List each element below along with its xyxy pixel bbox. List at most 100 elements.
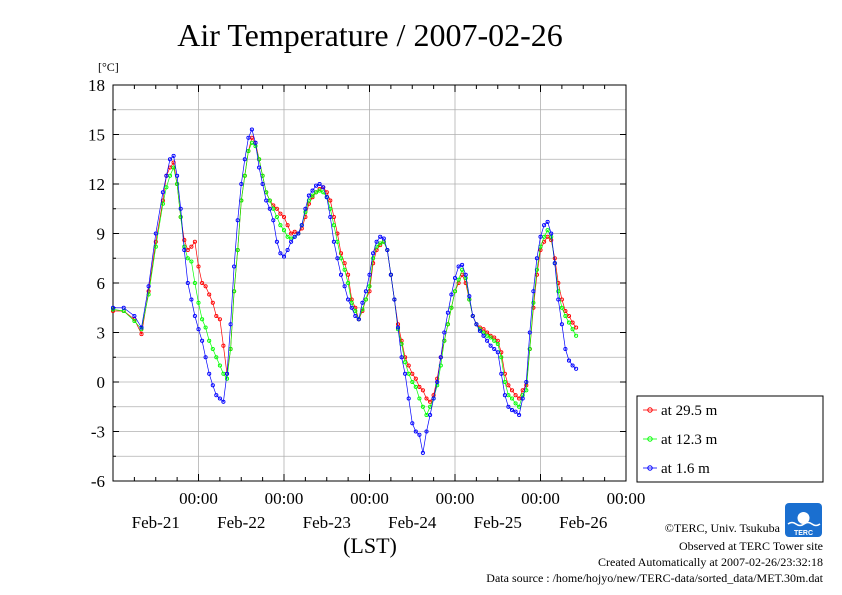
data-point [214, 313, 219, 319]
data-point [509, 408, 515, 413]
legend-swatch-marker [647, 436, 653, 442]
data-point [285, 223, 290, 228]
data-point [246, 135, 251, 140]
data-point [267, 206, 272, 211]
data-point [139, 325, 144, 330]
data-point [513, 393, 518, 398]
data-point [410, 379, 415, 385]
data-point [388, 272, 393, 277]
data-point [353, 313, 358, 319]
data-point [292, 229, 297, 234]
data-point [420, 388, 425, 393]
data-point [175, 181, 180, 187]
created-text: Created Automatically at 2007-02-26/23:3… [598, 555, 823, 569]
data-point [563, 313, 568, 319]
data-point [413, 376, 418, 381]
data-point [545, 219, 550, 224]
data-point [235, 247, 240, 253]
data-point [303, 206, 308, 211]
data-point [449, 292, 454, 297]
data-point [182, 247, 187, 253]
data-point [509, 396, 515, 401]
x-tick-time-label: 00:00 [436, 489, 475, 508]
y-axis-ticks: 18 15 12 9 6 3 0 -3 -6 [88, 76, 626, 491]
data-point [488, 335, 493, 340]
data-point [196, 264, 201, 269]
data-point [281, 228, 287, 233]
data-point [349, 305, 354, 310]
data-point [524, 379, 529, 385]
data-point [306, 193, 311, 198]
data-point [192, 280, 197, 286]
legend-swatch-marker [647, 407, 653, 413]
data-point [160, 190, 165, 195]
data-point [356, 317, 361, 322]
data-point [253, 140, 258, 145]
data-point [395, 325, 401, 330]
data-point [314, 183, 319, 188]
data-point [203, 325, 208, 330]
data-point [492, 338, 497, 343]
data-point [182, 238, 187, 243]
y-tick-label: 3 [97, 324, 106, 343]
legend-label: at 1.6 m [661, 461, 710, 477]
data-point [410, 421, 415, 426]
legend-swatch-marker [647, 465, 653, 471]
observed-text: Observed at TERC Tower site [679, 539, 823, 553]
data-point [281, 214, 287, 220]
credits: ©TERC, Univ. Tsukuba Observed at TERC To… [486, 521, 823, 585]
data-point [221, 399, 226, 404]
data-point [534, 267, 539, 272]
data-point [470, 313, 475, 319]
x-tick-date-label: Feb-24 [388, 513, 437, 532]
data-point [242, 173, 247, 178]
data-point [257, 157, 262, 162]
data-point [153, 239, 158, 244]
data-point [513, 409, 518, 414]
y-axis-unit-label: [°C] [98, 60, 119, 74]
data-point [456, 264, 461, 269]
x-tick-date-label: Feb-22 [217, 513, 265, 532]
data-point [235, 218, 240, 223]
data-point [363, 289, 368, 294]
data-point [278, 223, 283, 228]
data-point [189, 297, 194, 302]
data-point [495, 341, 500, 347]
y-tick-label: 12 [88, 175, 105, 194]
data-point [299, 223, 304, 228]
data-point [552, 256, 557, 261]
data-point [207, 292, 212, 297]
chart-title: Air Temperature / 2007-02-26 [177, 17, 563, 53]
data-point [481, 333, 486, 338]
data-point [574, 366, 579, 371]
data-point [167, 157, 173, 162]
data-point [428, 399, 433, 404]
data-point [417, 396, 422, 401]
data-point [178, 206, 183, 211]
data-point [556, 297, 561, 302]
data-point [570, 363, 575, 368]
data-point [371, 251, 376, 256]
data-point [438, 363, 443, 368]
data-point [153, 231, 158, 236]
y-tick-label: 6 [97, 274, 106, 293]
y-tick-label: 18 [88, 76, 105, 95]
data-point [556, 289, 561, 294]
x-tick-date-label: Feb-25 [474, 513, 522, 532]
data-point [224, 371, 230, 376]
data-point [406, 363, 411, 368]
data-point [353, 308, 358, 314]
data-point [474, 322, 479, 327]
y-tick-label: -6 [91, 472, 105, 491]
data-point [431, 396, 436, 401]
legend-label: at 12.3 m [661, 432, 718, 448]
data-point [217, 396, 222, 401]
data-point [574, 333, 579, 338]
data-point [132, 313, 137, 319]
data-point [538, 234, 543, 239]
data-point [435, 379, 440, 385]
data-point [413, 429, 418, 434]
data-point [559, 322, 564, 327]
data-point [506, 404, 511, 409]
data-point [139, 332, 144, 337]
